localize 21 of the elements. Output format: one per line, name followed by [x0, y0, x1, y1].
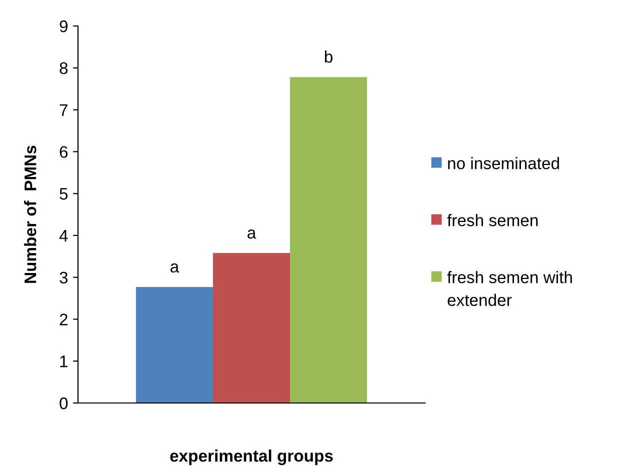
y-tick-label: 9 [60, 20, 68, 32]
annotation: a [248, 230, 256, 239]
bar [136, 286, 213, 403]
y-tick-label: 3 [60, 272, 68, 284]
legend-label: no inseminated [448, 157, 559, 170]
legend-label: fresh semen [447, 214, 538, 226]
y-tick-label: 8 [60, 62, 68, 74]
y-tick-label: 4 [59, 230, 68, 242]
annotation: a [170, 263, 180, 273]
bar [290, 77, 368, 403]
y-tick-label: 2 [60, 314, 68, 326]
y-tick-label: 1 [60, 356, 68, 368]
x-axis-title: experimental groups [170, 450, 333, 466]
y-tick-label: 0 [60, 397, 68, 410]
y-tick-label: 6 [60, 146, 68, 158]
bar [212, 253, 290, 403]
y-tick-label: 7 [60, 104, 68, 116]
legend-label: fresh semen with extender [447, 271, 572, 306]
y-axis-title: Number of PMNs [24, 146, 36, 283]
annotation: b [324, 50, 332, 63]
y-tick-label: 5 [60, 188, 68, 200]
